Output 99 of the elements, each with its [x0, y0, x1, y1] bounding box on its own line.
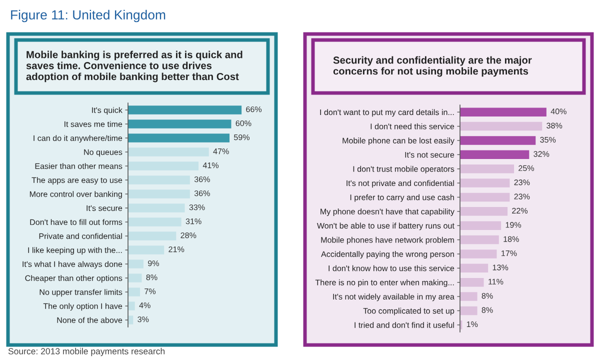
bar [460, 122, 542, 131]
bar [128, 218, 182, 226]
data-label: 9% [148, 260, 160, 266]
bar [128, 134, 230, 142]
bar [460, 292, 478, 301]
data-label: 7% [144, 288, 156, 294]
bar [460, 164, 514, 174]
y-tick-label: No upper transfer limits [40, 289, 122, 297]
y-tick-label: I don't trust mobile operators [353, 166, 454, 174]
y-tick-label: Easier than other means [35, 163, 122, 169]
y-tick-label: The only option I have [43, 303, 122, 311]
data-label: 19% [506, 222, 522, 228]
bar [460, 150, 530, 160]
data-label: 28% [180, 232, 196, 238]
data-label: 59% [234, 134, 250, 140]
data-label: 41% [202, 162, 219, 168]
bar [128, 162, 199, 170]
y-tick-label: The apps are easy to use [32, 177, 122, 185]
data-label: 8% [146, 274, 158, 280]
bar [128, 274, 142, 282]
y-tick-label: Mobile phones have network problem [321, 236, 454, 244]
bar [128, 176, 190, 184]
y-tick-label: It's not widely available in my area [333, 294, 454, 302]
bar [460, 278, 484, 287]
y-tick-label: Mobile phone can be lost easily [342, 138, 454, 146]
y-tick-label: Too complicated to set up [363, 308, 454, 316]
y-tick-label: Accidentally paying the wrong person [321, 251, 454, 259]
y-tick-label: Won't be able to use if battery runs out [316, 222, 454, 230]
data-label: 32% [534, 151, 550, 157]
bar [128, 302, 135, 310]
data-label: 66% [246, 106, 262, 112]
data-label: 33% [189, 204, 205, 210]
bar [128, 190, 190, 198]
data-label: 22% [512, 208, 528, 214]
data-label: 8% [482, 307, 493, 313]
data-label: 35% [540, 136, 556, 143]
y-tick-label: It's what I have always done [22, 261, 122, 269]
bar [128, 288, 140, 296]
y-tick-label: It's not secure [405, 152, 454, 158]
data-label: 36% [194, 176, 210, 182]
bar [128, 260, 144, 268]
data-label: 38% [546, 122, 562, 128]
y-tick-label: I don't want to put my card details in... [320, 109, 454, 117]
data-label: 21% [168, 246, 184, 252]
bar [460, 108, 546, 116]
bar [128, 148, 209, 156]
chart-title: Figure 11: United Kingdom [11, 10, 166, 22]
y-tick-label: I like keeping up with the... [28, 247, 122, 255]
bar [460, 264, 488, 273]
y-tick-label: It's quick [92, 107, 122, 115]
data-label: 8% [482, 292, 493, 299]
y-tick-label: Don't have to fill out forms [30, 219, 122, 225]
bar [460, 235, 499, 244]
data-label: 1% [466, 321, 478, 328]
bar [460, 306, 478, 316]
y-tick-label: More control over banking [30, 191, 122, 199]
data-label: 23% [514, 179, 530, 186]
bar [460, 178, 510, 188]
y-tick-label: I tried and don't find it useful [354, 322, 454, 328]
bar [460, 207, 508, 216]
bar [128, 246, 164, 254]
y-tick-label: No queues [84, 149, 122, 157]
data-label: 60% [236, 120, 252, 126]
y-tick-label: I don't need this service [370, 123, 454, 130]
y-tick-label: There is no pin to enter when making... [315, 279, 454, 287]
data-label: 36% [194, 190, 210, 196]
data-label: 17% [502, 250, 517, 256]
y-tick-label: I prefer to carry and use cash [350, 194, 454, 202]
source-note: Source: 2013 mobile payments research [8, 348, 165, 356]
data-label: 13% [492, 264, 508, 270]
y-tick-label: It saves me time [64, 121, 122, 127]
data-label: 23% [514, 194, 530, 200]
y-tick-label: It's secure [86, 205, 122, 211]
y-tick-label: It's not private and confidential [346, 180, 454, 188]
bar [128, 204, 185, 212]
y-tick-label: Cheaper than other options [25, 275, 122, 283]
bar [460, 136, 536, 145]
bar [460, 250, 497, 258]
data-label: 25% [518, 165, 534, 172]
bar [128, 106, 242, 114]
bar [128, 316, 134, 324]
bar [128, 232, 176, 240]
data-label: 4% [139, 302, 150, 308]
y-tick-label: I can do it anywhere/time [34, 135, 122, 143]
data-label: 11% [488, 278, 504, 284]
y-tick-label: Private and confidential [39, 233, 122, 239]
bar [460, 221, 502, 230]
data-label: 47% [213, 148, 229, 154]
y-tick-label: None of the above [57, 317, 122, 323]
data-label: 3% [138, 316, 149, 322]
bar [128, 120, 232, 128]
chart-subtitle: Mobile banking is preferred as it is quick and saves time. Convenience to use drives adoption of mobile banking better than Cost [26, 50, 242, 82]
chart-subtitle: Security and confidentiality are the major concerns for not using mobile payments [333, 56, 532, 77]
y-tick-label: I don't know how to use this service [328, 265, 454, 272]
bar [460, 192, 510, 202]
data-label: 31% [186, 218, 202, 224]
data-label: 40% [550, 108, 566, 114]
data-label: 18% [504, 236, 519, 242]
y-tick-label: My phone doesn't have that capability [320, 208, 454, 216]
